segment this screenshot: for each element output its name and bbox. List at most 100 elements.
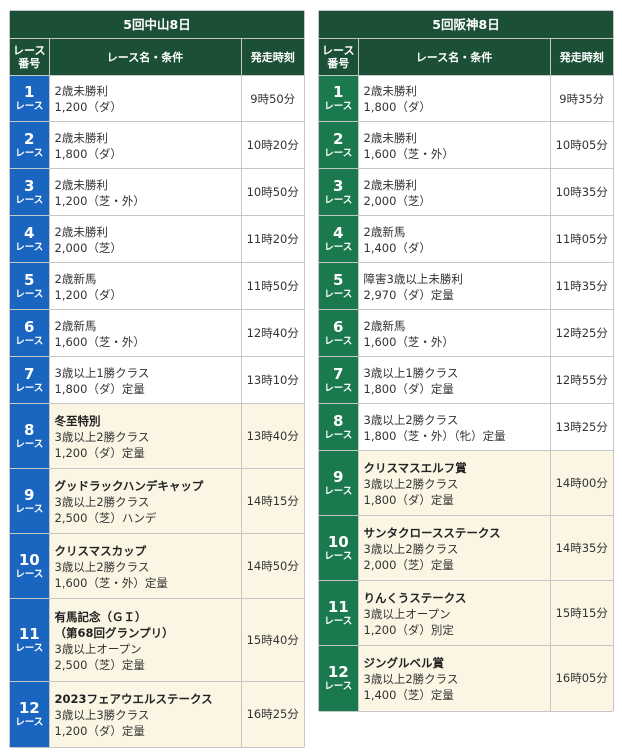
race-condition: 2,000（芝） xyxy=(54,240,122,255)
race-condition: 1,600（芝・外）定量 xyxy=(54,575,168,590)
venue-panel-hanshin: 5回阪神8日 レース 番号 レース名・条件 発走時刻 1 レース 2歳未勝利 1,80… xyxy=(318,10,614,712)
race-row[interactable]: 9 レース グッドラックハンデキャップ 3歳以上2勝クラス 2,500（芝）ハンデ 14時… xyxy=(10,468,304,534)
race-number-cell: 9 レース xyxy=(319,450,358,516)
race-name[interactable]: ジングルベル賞 xyxy=(363,655,445,670)
race-condition: 1,600（芝・外） xyxy=(363,334,454,349)
post-time: 15時40分 xyxy=(240,598,304,682)
race-number: 4 xyxy=(24,223,35,242)
race-info-cell: 2歳未勝利 1,600（芝・外） xyxy=(357,121,550,169)
race-number-cell: 2 レース xyxy=(319,121,358,169)
race-unit-label: レース xyxy=(324,429,353,441)
race-row[interactable]: 5 レース 障害3歳以上未勝利 2,970（ダ）定量 11時35分 xyxy=(319,262,613,310)
race-row[interactable]: 8 レース 3歳以上2勝クラス 1,800（芝・外）（牝）定量 13時25分 xyxy=(319,403,613,451)
race-number: 5 xyxy=(24,270,35,289)
race-number-cell: 5 レース xyxy=(10,262,49,310)
race-row[interactable]: 3 レース 2歳未勝利 2,000（芝） 10時35分 xyxy=(319,168,613,216)
race-name[interactable]: 有馬記念（ＧＩ） （第68回グランプリ） xyxy=(54,609,174,640)
race-info-cell: 2歳未勝利 1,200（ダ） xyxy=(48,75,241,122)
race-name[interactable]: サンタクロースステークス xyxy=(363,525,501,540)
race-unit-label: レース xyxy=(324,485,353,497)
race-condition: 2歳未勝利 xyxy=(363,84,417,98)
race-unit-label: レース xyxy=(324,615,353,627)
race-number: 1 xyxy=(333,83,344,101)
race-info-cell: 有馬記念（ＧＩ） （第68回グランプリ） 3歳以上オープン 2,500（芝）定量 xyxy=(48,598,241,682)
race-number-cell: 5 レース xyxy=(319,262,358,310)
race-condition: 2歳未勝利 xyxy=(363,177,417,192)
race-number: 5 xyxy=(333,270,344,289)
post-time: 11時20分 xyxy=(240,215,304,263)
race-row[interactable]: 7 レース 3歳以上1勝クラス 1,800（ダ）定量 13時10分 xyxy=(10,356,304,404)
race-number: 7 xyxy=(24,364,35,383)
post-time: 14時35分 xyxy=(549,515,613,581)
race-list: 1 レース 2歳未勝利 1,800（ダ） 9時35分 2 レース 2歳未勝利 1,600（芝・外… xyxy=(319,75,613,711)
race-row[interactable]: 3 レース 2歳未勝利 1,200（芝・外） 10時50分 xyxy=(10,168,304,216)
race-name-header: レース名・条件 xyxy=(357,39,550,76)
post-time: 13時25分 xyxy=(549,403,613,451)
race-row[interactable]: 10 レース サンタクロースステークス 3歳以上2勝クラス 2,000（芝）定量 14時3… xyxy=(319,515,613,581)
race-no-header: レース 番号 xyxy=(10,39,49,76)
race-row[interactable]: 5 レース 2歳新馬 1,200（ダ） 11時50分 xyxy=(10,262,304,310)
post-time: 12時25分 xyxy=(549,309,613,357)
race-number: 12 xyxy=(18,698,40,717)
race-condition: 1,200（芝・外） xyxy=(54,193,145,208)
post-time: 14時50分 xyxy=(240,533,304,599)
race-name[interactable]: クリスマスエルフ賞 xyxy=(363,460,467,475)
race-condition: 3歳以上2勝クラス xyxy=(363,671,459,686)
race-condition: 3歳以上2勝クラス xyxy=(363,541,459,556)
race-row[interactable]: 10 レース クリスマスカップ 3歳以上2勝クラス 1,600（芝・外）定量 14時50分 xyxy=(10,533,304,599)
race-info-cell: 2歳未勝利 1,800（ダ） xyxy=(48,121,241,169)
race-number-cell: 6 レース xyxy=(10,309,49,357)
race-condition: 1,200（ダ）別定 xyxy=(363,622,454,637)
post-time: 10時20分 xyxy=(240,121,304,169)
race-row[interactable]: 11 レース りんくうステークス 3歳以上オープン 1,200（ダ）別定 15時15分 xyxy=(319,580,613,646)
race-row[interactable]: 11 レース 有馬記念（ＧＩ） （第68回グランプリ） 3歳以上オープン 2,500（芝… xyxy=(10,598,304,682)
race-condition: 3歳以上2勝クラス xyxy=(54,429,150,444)
race-row[interactable]: 4 レース 2歳未勝利 2,000（芝） 11時20分 xyxy=(10,215,304,263)
race-condition: 1,800（ダ） xyxy=(363,100,431,114)
race-row[interactable]: 12 レース ジングルベル賞 3歳以上2勝クラス 1,400（芝）定量 16時05分 xyxy=(319,645,613,711)
race-name[interactable]: 冬至特別 xyxy=(54,413,101,428)
race-row[interactable]: 7 レース 3歳以上1勝クラス 1,800（ダ）定量 12時55分 xyxy=(319,356,613,404)
race-row[interactable]: 6 レース 2歳新馬 1,600（芝・外） 12時40分 xyxy=(10,309,304,357)
race-number-cell: 12 レース xyxy=(319,645,358,711)
race-name[interactable]: りんくうステークス xyxy=(363,590,467,605)
race-condition: 1,800（ダ）定量 xyxy=(363,492,454,507)
race-info-cell: 2歳新馬 1,600（芝・外） xyxy=(357,309,550,357)
race-row[interactable]: 2 レース 2歳未勝利 1,600（芝・外） 10時05分 xyxy=(319,121,613,169)
race-info-cell: 3歳以上1勝クラス 1,800（ダ）定量 xyxy=(357,356,550,404)
post-time: 12時40分 xyxy=(240,309,304,357)
race-condition: 1,200（ダ）定量 xyxy=(54,723,145,738)
race-number-cell: 1 レース xyxy=(319,75,358,122)
race-number: 6 xyxy=(24,317,35,336)
race-row[interactable]: 1 レース 2歳未勝利 1,200（ダ） 9時50分 xyxy=(10,75,304,122)
race-unit-label: レース xyxy=(15,241,44,253)
post-time: 13時40分 xyxy=(240,403,304,469)
race-condition: 3歳以上3勝クラス xyxy=(54,707,150,722)
race-condition: 2歳未勝利 xyxy=(363,130,417,145)
race-number-cell: 11 レース xyxy=(319,580,358,646)
race-number: 8 xyxy=(333,411,344,430)
race-condition: 1,800（ダ） xyxy=(54,146,122,161)
race-condition: 1,200（ダ） xyxy=(54,100,122,114)
race-row[interactable]: 9 レース クリスマスエルフ賞 3歳以上2勝クラス 1,800（ダ）定量 14時00分 xyxy=(319,450,613,516)
race-number-cell: 3 レース xyxy=(10,168,49,216)
race-info-cell: 2歳新馬 1,200（ダ） xyxy=(48,262,241,310)
race-row[interactable]: 4 レース 2歳新馬 1,400（ダ） 11時05分 xyxy=(319,215,613,263)
race-name[interactable]: 2023フェアウエルステークス xyxy=(54,691,213,706)
race-row[interactable]: 12 レース 2023フェアウエルステークス 3歳以上3勝クラス 1,200（ダ）定量 1… xyxy=(10,681,304,747)
race-row[interactable]: 2 レース 2歳未勝利 1,800（ダ） 10時20分 xyxy=(10,121,304,169)
race-name[interactable]: クリスマスカップ xyxy=(54,543,147,558)
race-unit-label: レース xyxy=(15,716,44,728)
race-number: 12 xyxy=(327,662,349,681)
race-number-cell: 4 レース xyxy=(10,215,49,263)
race-info-cell: サンタクロースステークス 3歳以上2勝クラス 2,000（芝）定量 xyxy=(357,515,550,581)
post-time: 10時50分 xyxy=(240,168,304,216)
race-unit-label: レース xyxy=(324,382,353,394)
race-row[interactable]: 6 レース 2歳新馬 1,600（芝・外） 12時25分 xyxy=(319,309,613,357)
race-row[interactable]: 8 レース 冬至特別 3歳以上2勝クラス 1,200（ダ）定量 13時40分 xyxy=(10,403,304,469)
race-info-cell: 障害3歳以上未勝利 2,970（ダ）定量 xyxy=(357,262,550,310)
race-row[interactable]: 1 レース 2歳未勝利 1,800（ダ） 9時35分 xyxy=(319,75,613,122)
race-unit-label: レース xyxy=(15,438,44,450)
race-condition: 3歳以上オープン xyxy=(54,641,142,656)
race-name[interactable]: グッドラックハンデキャップ xyxy=(54,478,204,493)
